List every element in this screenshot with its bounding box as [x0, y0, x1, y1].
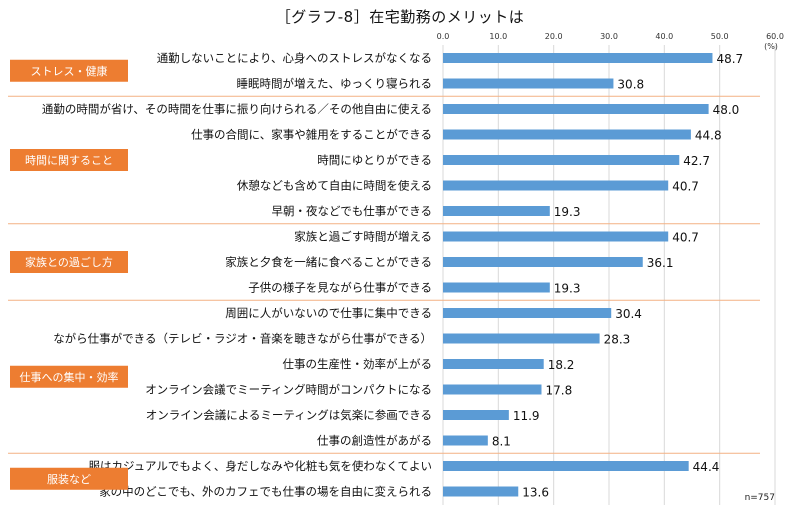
- group-label: 時間に関すること: [25, 154, 113, 167]
- group-label-box: [10, 467, 128, 490]
- bar: [443, 359, 544, 369]
- bar: [443, 461, 689, 471]
- group-label-box: [10, 251, 128, 273]
- category-label: オンライン会議でミーティング時間がコンパクトになる: [145, 383, 432, 397]
- bar: [443, 78, 614, 89]
- chart-title: ［グラフ-8］在宅勤務のメリットは: [275, 8, 525, 26]
- group-label-box: [10, 59, 128, 82]
- value-label: 19.3: [554, 205, 581, 219]
- value-label: 30.8: [617, 78, 644, 92]
- x-tick-label: 30.0: [600, 32, 618, 41]
- bar: [443, 180, 669, 191]
- value-label: 8.1: [492, 435, 511, 449]
- group-label: 服装など: [47, 473, 91, 486]
- bar: [443, 435, 488, 446]
- category-label: 仕事の生産性・効率が上がる: [283, 357, 433, 371]
- category-label: 周囲に人がいないので仕事に集中できる: [225, 306, 432, 320]
- bar: [443, 333, 600, 344]
- group-separators: [8, 95, 760, 454]
- bar: [443, 257, 643, 267]
- category-label: ながら仕事ができる（テレビ・ラジオ・音楽を聴きながら仕事ができる）: [53, 332, 432, 346]
- bar: [443, 308, 612, 318]
- x-tick-label: 60.0: [766, 32, 784, 41]
- unit-label: (%): [764, 42, 778, 51]
- bar: [443, 282, 550, 293]
- category-label: 服はカジュアルでもよく、身だしなみや化粧も気を使わなくてよい: [88, 459, 432, 473]
- value-label: 40.7: [672, 180, 699, 194]
- value-label: 40.7: [672, 231, 699, 245]
- category-label: 仕事の創造性があがる: [317, 434, 432, 448]
- bar: [443, 206, 550, 216]
- value-label: 19.3: [554, 282, 581, 296]
- value-label: 42.7: [683, 154, 710, 168]
- value-label: 36.1: [647, 256, 674, 270]
- category-labels: 通勤しないことにより、心身へのストレスがなくなる睡眠時間が増えた、ゆっくり寝られ…: [42, 51, 432, 499]
- sample-size-note: n=757: [745, 493, 775, 503]
- x-tick-label: 50.0: [711, 32, 729, 41]
- value-label: 44.4: [693, 460, 720, 474]
- bar: [443, 486, 519, 497]
- category-label: 睡眠時間が増えた、ゆっくり寝られる: [237, 77, 433, 91]
- bar: [443, 53, 713, 63]
- bar: [443, 384, 542, 395]
- x-tick-label: 40.0: [655, 32, 673, 41]
- category-label: 時間にゆとりができる: [317, 153, 432, 167]
- category-label: 通勤の時間が省け、その時間を仕事に振り向けられる／その他自由に使える: [42, 102, 432, 116]
- value-label: 44.8: [695, 129, 722, 143]
- category-label: 家の中のどこでも、外のカフェでも仕事の場を自由に変えられる: [99, 485, 432, 499]
- category-label: 子供の様子を見ながら仕事ができる: [248, 281, 432, 295]
- x-axis-ticks: 0.0 10.0 20.0 30.0 40.0 50.0 60.0: [437, 32, 784, 41]
- x-tick-label: 0.0: [437, 32, 450, 41]
- group-label-box: [10, 365, 128, 388]
- value-label: 28.3: [604, 333, 631, 347]
- category-label: 仕事の合間に、家事や雑用をすることができる: [191, 128, 432, 142]
- value-labels: 48.7 30.8 48.0 44.8 42.7 40.7 19.3 40.7 36.1 19.3…: [492, 52, 743, 500]
- bar: [443, 410, 509, 420]
- category-label: 通勤しないことにより、心身へのストレスがなくなる: [157, 51, 432, 65]
- value-label: 13.6: [522, 486, 549, 500]
- value-label: 17.8: [545, 384, 572, 398]
- bar: [443, 155, 680, 165]
- group-label: 仕事への集中・効率: [20, 370, 119, 384]
- value-label: 18.2: [548, 358, 575, 372]
- group-label-box: [10, 149, 128, 171]
- bar: [443, 231, 669, 242]
- bar: [443, 104, 709, 114]
- value-label: 48.7: [716, 52, 743, 66]
- value-label: 48.0: [713, 103, 740, 117]
- x-tick-label: 10.0: [489, 32, 507, 41]
- category-label: オンライン会議によるミーティングは気楽に参画できる: [146, 408, 432, 422]
- category-label: 家族と過ごす時間が増える: [294, 230, 432, 244]
- x-tick-label: 20.0: [545, 32, 563, 41]
- category-label: 休憩なども含めて自由に時間を使える: [237, 179, 432, 193]
- category-label: 早朝・夜などでも仕事ができる: [271, 204, 432, 218]
- grid-lines: [442, 45, 776, 505]
- bar: [443, 129, 691, 140]
- value-label: 11.9: [513, 409, 540, 423]
- value-label: 30.4: [615, 307, 642, 321]
- group-label: ストレス・健康: [31, 64, 108, 78]
- category-label: 家族と夕食を一緒に食べることができる: [225, 255, 432, 269]
- bars: [443, 53, 713, 497]
- group-label: 家族との過ごし方: [25, 255, 113, 269]
